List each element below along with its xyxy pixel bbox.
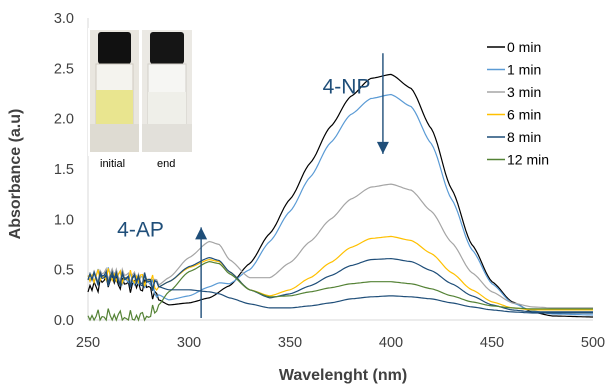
inset-label-initial: initial [100,158,125,170]
series-line [87,183,593,309]
y-tick-label: 2.5 [54,61,74,77]
legend: 0 min 1 min 3 min 6 min 8 min 12 min [487,39,549,168]
legend-label: 12 min [507,152,549,168]
annotation-arrow-head [195,227,208,240]
legend-label: 1 min [507,62,541,78]
legend-label: 6 min [507,107,541,123]
x-axis: 250 300 350 400 450 500 [76,319,605,351]
x-tick-label: 500 [581,335,605,351]
x-tick-label: 450 [480,335,504,351]
series-line [87,256,593,313]
x-tick-label: 350 [278,335,302,351]
y-axis-title: Absorbance (a.u) [7,109,24,240]
y-tick-label: 1.0 [54,212,74,228]
clear-solution [148,92,186,124]
annotations: 4-NP 4-AP [117,53,389,318]
x-axis-title: Wavelenght (nm) [279,367,407,384]
vial-cap-initial [98,32,131,64]
legend-label: 0 min [507,39,541,55]
y-tick-label: 0.0 [54,313,74,329]
annotation-label: 4-AP [117,218,164,241]
y-tick-label: 0.5 [54,263,74,279]
vial-photo-inset: initial end [88,28,195,170]
legend-label: 8 min [507,129,541,145]
x-tick-label: 250 [76,335,100,351]
y-tick-label: 3.0 [54,11,74,27]
x-tick-label: 300 [177,335,201,351]
annotation-arrow-head [376,141,389,154]
y-tick-label: 2.0 [54,112,74,128]
vial-cap-end [150,32,184,64]
series-line [87,93,594,316]
inset-label-end: end [157,158,175,170]
series-line [87,270,593,314]
annotation-label: 4-NP [323,76,371,99]
y-axis: 0.0 0.5 1.0 1.5 2.0 2.5 3.0 [54,11,89,329]
y-tick-label: 1.5 [54,162,74,178]
series-group [87,73,594,322]
yellow-solution [96,90,133,124]
series-line [87,73,593,318]
legend-label: 3 min [507,84,541,100]
x-tick-label: 400 [379,335,403,351]
